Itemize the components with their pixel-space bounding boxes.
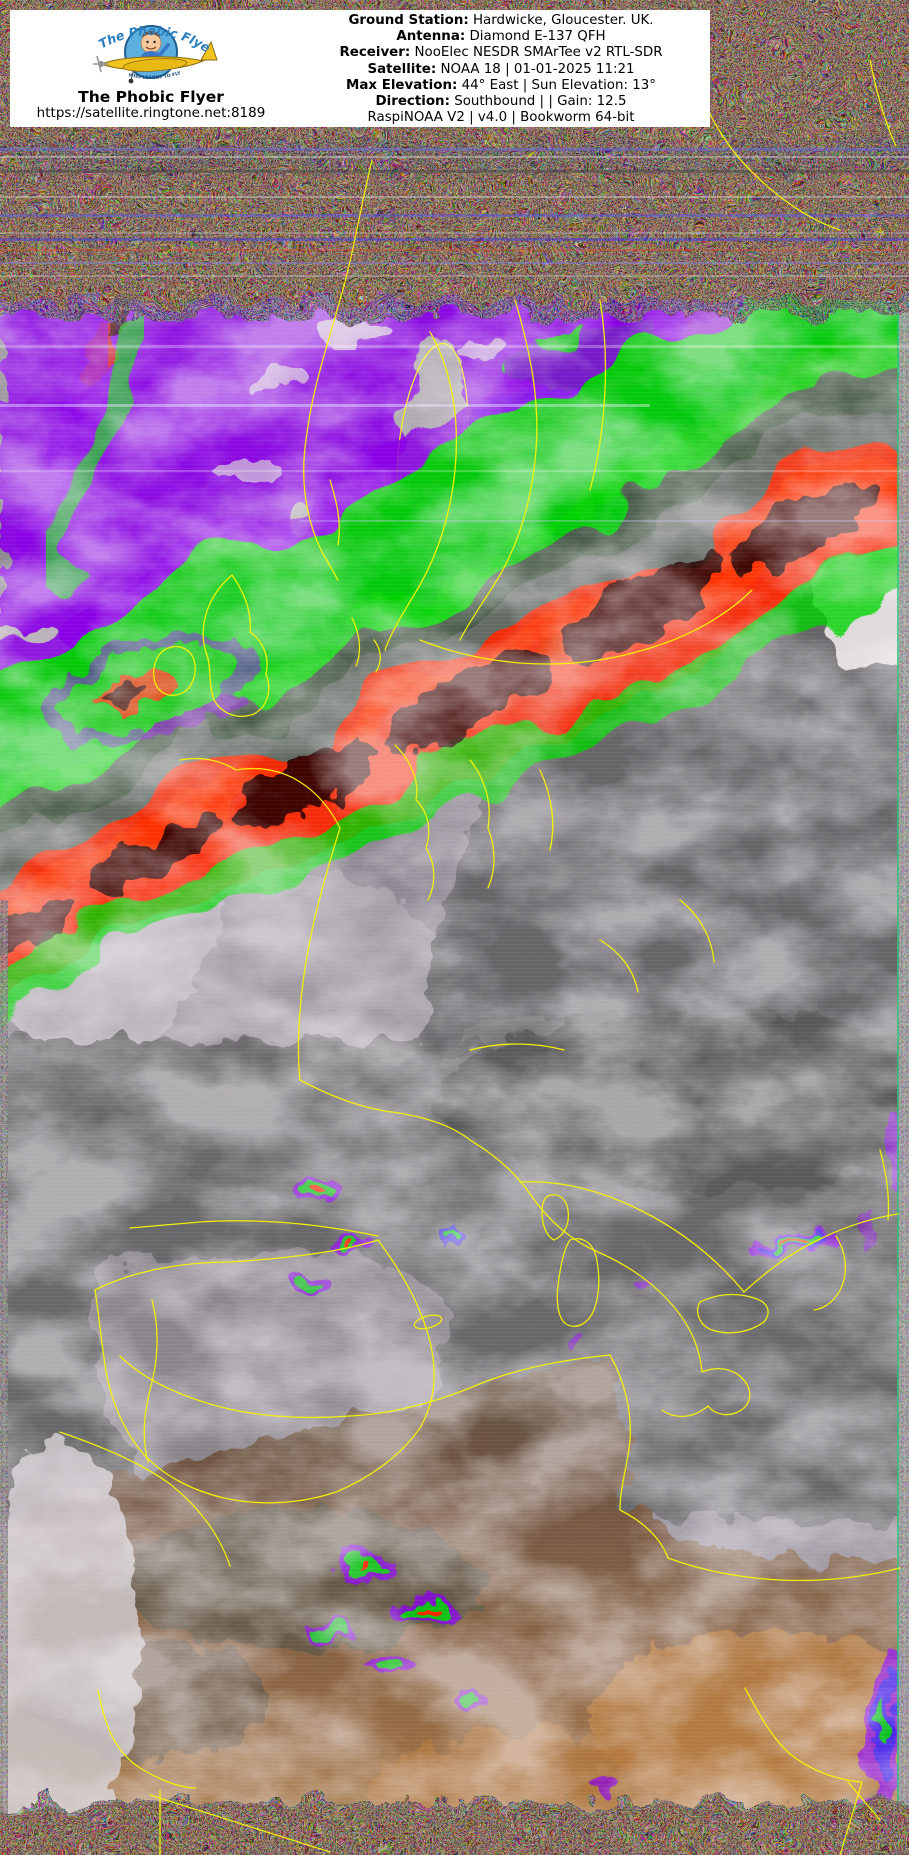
telemetry-strip-right	[897, 0, 909, 1855]
info-line-max-elevation: Max Elevation: 44° East | Sun Elevation:…	[346, 77, 656, 93]
noise-band-top-streaks	[0, 148, 909, 277]
info-line-receiver: Receiver: NooElec NESDR SMArTee v2 RTL-S…	[339, 45, 663, 61]
info-line-ground-station: Ground Station: Hardwicke, Gloucester. U…	[348, 13, 654, 28]
noise-band-bottom	[0, 1806, 909, 1855]
station-branding: The Phobic Flyer WHO LEARNT TO FLY The P…	[10, 10, 292, 127]
info-line-satellite: Satellite: NOAA 18 | 01-01-2025 11:21	[367, 61, 635, 77]
station-url: https://satellite.ringtone.net:8189	[36, 105, 266, 121]
station-name: The Phobic Flyer	[78, 88, 224, 106]
header-overlay: The Phobic Flyer WHO LEARNT TO FLY The P…	[10, 10, 710, 127]
info-line-software: RaspiNOAA V2 | v4.0 | Bookworm 64-bit	[367, 110, 635, 126]
logo-airplane	[93, 40, 218, 84]
telemetry-strip-left	[0, 900, 8, 1855]
info-line-direction: Direction: Southbound | | Gain: 12.5	[375, 94, 627, 110]
reception-info: Ground Station: Hardwicke, Gloucester. U…	[292, 10, 710, 127]
phobic-flyer-logo: The Phobic Flyer WHO LEARNT TO FLY	[71, 12, 218, 84]
info-line-antenna: Antenna: Diamond E-137 QFH	[396, 29, 606, 45]
country-borders	[59, 59, 901, 1855]
